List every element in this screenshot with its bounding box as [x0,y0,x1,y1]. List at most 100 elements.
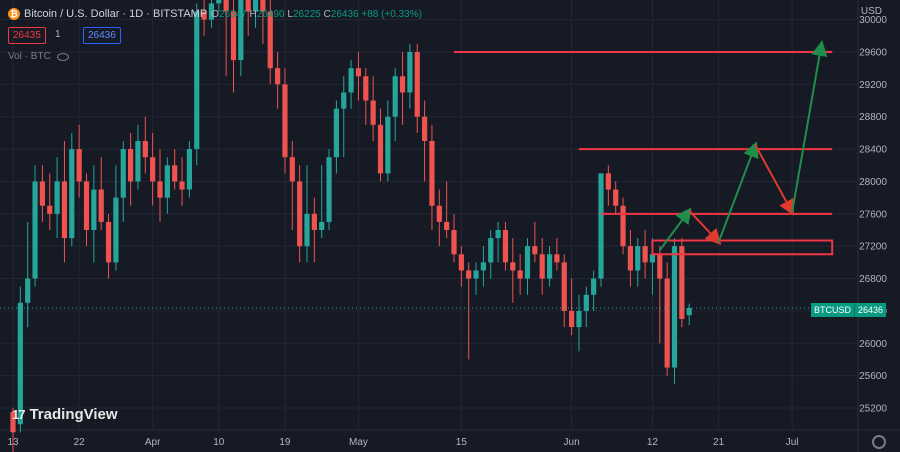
candle-body [245,0,251,12]
candle-body [436,205,442,222]
candle-body [238,0,244,61]
price-tick-label: 27200 [859,242,887,253]
ohlc-readout: O26347 H26490 L26225 C26436 +88 (+0.33%) [211,8,422,20]
projection-arrow-up [791,39,828,213]
support-zone [651,239,834,256]
candle-body [605,173,611,190]
candle-body [657,254,663,279]
price-tick-label: 30000 [859,15,887,26]
price-tick-label: 26000 [859,339,887,350]
symbol-title[interactable]: Bitcoin / U.S. Dollar · 1D · BITSTAMP [24,8,208,20]
price-tag-value: 26436 [854,303,887,317]
candle-body [208,3,215,20]
candle-body [150,157,156,182]
candle-body [142,141,148,158]
candle-body [230,11,237,61]
candle-body [201,11,207,20]
price-tick-label: 28400 [859,145,887,156]
candle-body [275,68,281,85]
candle-body [113,197,119,263]
candle-body [267,11,273,69]
price-tick-label: 27600 [859,209,887,220]
price-tick-label: 25200 [859,404,887,415]
candle-body [473,270,479,279]
candle-body [429,141,435,206]
candle-body [10,412,16,433]
candle-body [546,254,553,279]
candle-body [598,173,604,279]
candle-body [561,262,567,311]
candle-body [32,181,38,279]
candle-body [348,68,354,93]
low-value: 26225 [292,8,321,20]
time-tick-label: May [349,437,368,448]
eye-icon[interactable] [56,52,69,61]
candle-body [17,302,23,425]
candle-body [297,181,303,247]
candle-body [363,76,369,101]
candle-body [524,246,531,279]
candle-body [385,116,391,174]
candle-body [370,100,376,125]
candle-body [54,181,60,214]
candle-body [502,230,509,263]
close-value: 26436 [330,8,359,20]
candle-body [76,149,82,182]
volume-label: Vol · BTC [8,51,51,62]
candle-body [164,165,170,198]
candle-body [83,181,90,230]
candle-body [539,254,545,279]
tradingview-logo[interactable]: 17 TradingView [12,406,118,423]
candle-body [392,76,398,117]
candle-body [25,278,31,303]
projection-arrow-up [658,207,692,251]
price-tick-label: 26800 [859,274,887,285]
candle-body [98,189,104,222]
time-tick-label: 22 [74,437,86,448]
candle-body [47,205,53,214]
price-tag-symbol: BTCUSD [811,303,855,317]
candle-body [569,310,575,328]
branding-text: TradingView [29,406,118,423]
candle-body [260,0,266,12]
last-price-tag: BTCUSD 26436 [811,303,887,317]
candle-body [311,213,317,230]
buy-price-button[interactable]: 26436 [83,27,121,44]
candle-body [194,11,200,150]
change-value: +88 (+0.33%) [361,8,422,20]
price-tick-label: 29600 [859,48,887,59]
tradingview-logo-icon: 17 [12,407,26,422]
settings-icon[interactable] [872,435,886,449]
candle-body [179,181,185,190]
price-tick-label: 28800 [859,112,887,123]
candle-body [620,205,626,247]
candle-body [289,157,295,182]
price-tick-label: 25600 [859,371,887,382]
candle-body [216,0,222,4]
candle-body [399,76,406,93]
candle-body [679,246,685,319]
time-tick-label: Jun [564,437,580,448]
time-tick-label: 10 [213,437,225,448]
candle-body [583,294,589,311]
projection-arrow-down [688,209,722,246]
candle-body [642,246,648,263]
candle-body [333,108,339,158]
sell-price-button[interactable]: 26435 [8,27,46,44]
candle-body [635,246,641,271]
candle-body [91,189,97,230]
candle-body [532,246,538,255]
candle-body [480,262,486,271]
candle-body [627,246,633,271]
time-tick-label: Apr [145,437,161,448]
candle-body [319,221,325,230]
candle-body [554,254,560,263]
candle-body [157,181,163,198]
candle-body [223,0,229,12]
candle-body [495,230,501,239]
currency-selector[interactable]: USD [860,6,882,17]
open-value: 26347 [218,8,247,20]
bitcoin-icon: ₿ [8,8,20,20]
candle-body [304,213,310,247]
